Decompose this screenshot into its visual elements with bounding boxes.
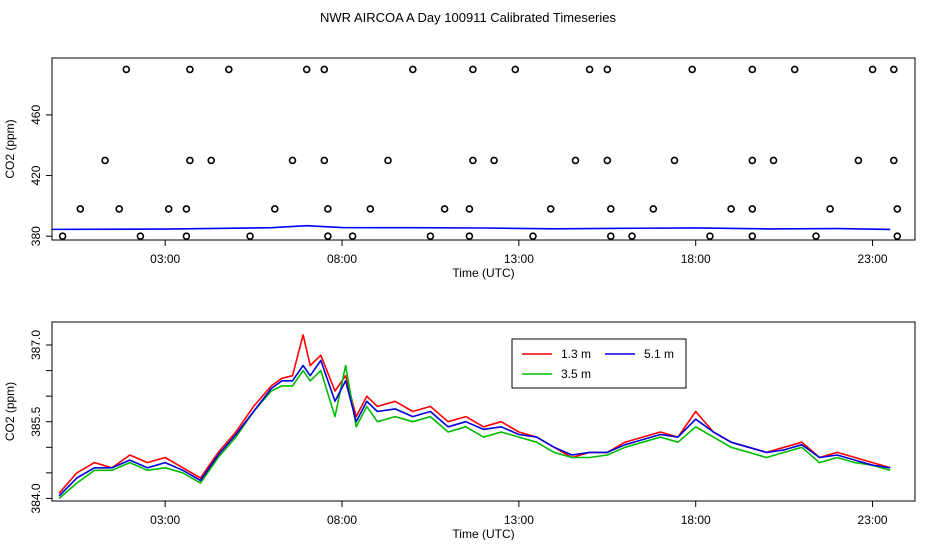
scatter-point: [893, 232, 902, 240]
scatter-point: [529, 232, 537, 240]
y-tick-label: 460: [29, 105, 43, 125]
x-axis-label: Time (UTC): [452, 266, 514, 280]
scatter-point: [246, 232, 254, 240]
x-tick-label: 23:00: [858, 252, 888, 266]
scatter-point: [408, 65, 417, 74]
scatter-point: [649, 205, 658, 213]
scatter-point: [706, 232, 714, 240]
plot-frame: [51, 57, 916, 241]
scatter-point: [384, 156, 392, 165]
scatter-point: [889, 65, 898, 74]
legend-label: 1.3 m: [561, 347, 591, 361]
scatter-point: [603, 156, 612, 165]
y-tick-label: 384.0: [29, 483, 43, 513]
y-tick-label: 380: [29, 226, 43, 246]
x-tick-label: 03:00: [150, 252, 180, 266]
x-axis-label: Time (UTC): [452, 527, 514, 540]
scatter-point: [366, 205, 375, 213]
scatter-point: [826, 205, 834, 213]
scatter-point: [748, 205, 757, 213]
scatter-point: [546, 205, 555, 213]
scatter-point: [186, 65, 194, 74]
x-tick-label: 03:00: [150, 513, 180, 527]
x-tick-label: 18:00: [681, 252, 711, 266]
scatter-point: [688, 65, 697, 74]
scatter-point: [122, 65, 131, 74]
y-axis-label: CO2 (ppm): [3, 382, 17, 441]
scatter-point: [606, 205, 615, 213]
co2-scatter-panel: 03:00 08:00 13:00 18:00 23:00 380 420 460 Time (…: [3, 57, 916, 280]
scatter-point: [136, 232, 145, 240]
scatter-point: [164, 205, 173, 213]
scatter-point: [320, 156, 329, 165]
scatter-point: [465, 205, 474, 213]
plot-frame: [51, 321, 916, 502]
plot-area: [58, 333, 891, 500]
series-line-3-5-m: [58, 364, 891, 500]
x-tick-label: 13:00: [504, 252, 534, 266]
scatter-point: [182, 232, 191, 240]
series-line-5-1-m: [58, 359, 891, 497]
scatter-point: [270, 205, 279, 213]
scatter-point: [670, 156, 679, 165]
scatter-point: [606, 232, 615, 240]
scatter-point: [571, 156, 580, 165]
chart-title: NWR AIRCOA A Day 100911 Calibrated Times…: [320, 10, 616, 25]
scatter-point: [854, 156, 863, 165]
co2-tower-levels-panel: 03:00 08:00 13:00 18:00 23:00 384.0 385.5 387.0…: [3, 321, 916, 541]
scatter-point: [769, 156, 778, 165]
y-tick-label: 385.5: [29, 406, 43, 436]
scatter-point: [440, 205, 449, 213]
scatter-point: [585, 65, 594, 74]
legend-label: 5.1 m: [644, 347, 674, 361]
x-tick-label: 13:00: [504, 513, 534, 527]
scatter-point: [893, 205, 902, 213]
scatter-point: [628, 232, 636, 240]
scatter-point: [324, 205, 332, 213]
scatter-point: [225, 65, 233, 74]
scatter-point: [58, 232, 67, 240]
x-tick-label: 08:00: [327, 252, 357, 266]
scatter-point: [748, 232, 757, 240]
plot-area: [52, 65, 902, 240]
scatter-point: [288, 156, 297, 165]
scatter-point: [207, 156, 215, 165]
scatter-point: [182, 205, 191, 213]
scatter-point: [603, 65, 612, 74]
legend-box: [511, 338, 687, 389]
scatter-point: [790, 65, 799, 74]
series-line-1-3-m: [58, 333, 891, 494]
scatter-point: [465, 232, 474, 240]
y-axis-label: CO2 (ppm): [3, 119, 17, 178]
scatter-point: [868, 65, 877, 74]
scatter-point: [348, 232, 357, 240]
scatter-point: [115, 205, 123, 213]
x-tick-label: 23:00: [858, 513, 888, 527]
y-tick-label: 420: [29, 165, 43, 185]
x-tick-label: 18:00: [681, 513, 711, 527]
scatter-point: [469, 156, 477, 165]
scatter-point: [889, 156, 898, 165]
scatter-point: [748, 65, 757, 74]
scatter-point: [812, 232, 820, 240]
scatter-point: [186, 156, 194, 165]
scatter-point: [101, 156, 109, 165]
y-tick-label: 387.0: [29, 330, 43, 360]
scatter-point: [748, 156, 757, 165]
series-line-0: [52, 224, 891, 231]
scatter-point: [302, 65, 311, 74]
legend-label: 3.5 m: [561, 367, 591, 381]
scatter-point: [320, 65, 329, 74]
scatter-point: [469, 65, 477, 74]
scatter-point: [511, 65, 520, 74]
x-tick-label: 08:00: [327, 513, 357, 527]
scatter-point: [490, 156, 498, 165]
scatter-point: [426, 232, 435, 240]
scatter-point: [76, 205, 85, 213]
scatter-point: [324, 232, 332, 240]
scatter-point: [727, 205, 735, 213]
